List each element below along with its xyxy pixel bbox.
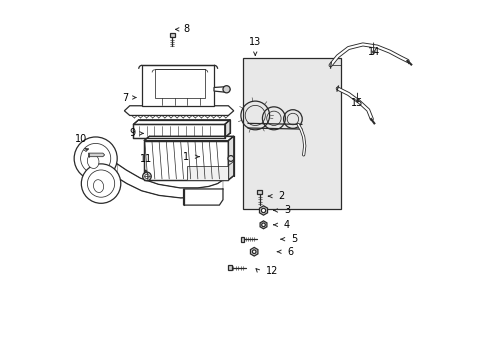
Circle shape <box>252 250 255 253</box>
Text: 15: 15 <box>350 98 363 108</box>
Text: 11: 11 <box>140 154 152 164</box>
Polygon shape <box>144 136 233 140</box>
Circle shape <box>261 223 265 226</box>
Polygon shape <box>183 189 223 205</box>
Polygon shape <box>133 125 224 138</box>
Circle shape <box>144 174 149 179</box>
Polygon shape <box>228 136 233 180</box>
Circle shape <box>223 86 230 93</box>
Text: 5: 5 <box>290 234 297 244</box>
Polygon shape <box>224 120 230 138</box>
Text: 12: 12 <box>265 266 278 276</box>
Text: 14: 14 <box>366 47 379 57</box>
Polygon shape <box>187 166 228 180</box>
Polygon shape <box>124 106 233 116</box>
Text: 13: 13 <box>248 37 261 47</box>
Polygon shape <box>250 247 257 256</box>
Text: 4: 4 <box>284 220 289 230</box>
Circle shape <box>261 208 265 213</box>
Circle shape <box>81 164 121 203</box>
Polygon shape <box>169 33 174 37</box>
Text: 7: 7 <box>122 93 128 103</box>
Polygon shape <box>144 140 228 180</box>
Text: 10: 10 <box>75 134 87 144</box>
Ellipse shape <box>87 154 99 168</box>
Bar <box>242 58 341 209</box>
Circle shape <box>74 137 117 180</box>
Text: 2: 2 <box>278 191 284 201</box>
Circle shape <box>227 156 233 161</box>
Polygon shape <box>142 65 214 107</box>
Polygon shape <box>241 237 244 242</box>
Text: 9: 9 <box>129 129 135 138</box>
Text: 6: 6 <box>287 247 293 257</box>
Text: 1: 1 <box>183 152 188 162</box>
Ellipse shape <box>93 180 103 193</box>
Polygon shape <box>228 265 231 270</box>
Text: 3: 3 <box>284 206 289 216</box>
Polygon shape <box>155 69 204 98</box>
Text: 8: 8 <box>183 24 189 35</box>
Polygon shape <box>260 221 266 229</box>
Polygon shape <box>88 153 104 157</box>
Polygon shape <box>257 190 262 194</box>
Polygon shape <box>117 164 223 198</box>
Circle shape <box>81 143 110 174</box>
Polygon shape <box>259 206 267 215</box>
Polygon shape <box>214 87 230 92</box>
Circle shape <box>142 172 151 181</box>
Polygon shape <box>133 120 230 125</box>
Circle shape <box>87 170 115 197</box>
